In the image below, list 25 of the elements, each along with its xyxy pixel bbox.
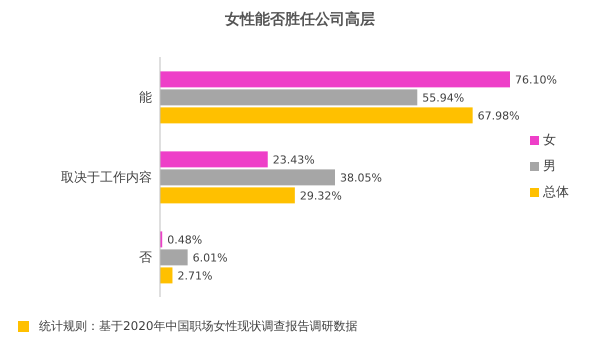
- bar: [160, 169, 335, 186]
- data-label: 0.48%: [167, 233, 202, 246]
- bar: [160, 71, 510, 88]
- bar: [160, 89, 418, 106]
- legend-label: 总体: [543, 185, 569, 200]
- bar: [160, 107, 473, 124]
- legend-label: 女: [543, 133, 556, 148]
- y-tick-label: 否: [139, 250, 152, 266]
- bar: [160, 249, 188, 266]
- legend-label: 男: [543, 159, 556, 174]
- bar: [160, 187, 295, 204]
- bar: [160, 267, 172, 284]
- data-label: 67.98%: [478, 109, 520, 122]
- data-label: 29.32%: [300, 189, 342, 202]
- y-tick-label: 取决于工作内容: [61, 170, 152, 186]
- data-label: 76.10%: [515, 73, 557, 86]
- text: 统计规则：基于2020年中国职场女性现状调查报告调研数据: [39, 318, 358, 335]
- chart-title: 女性能否胜任公司高层: [224, 10, 376, 30]
- data-label: 2.71%: [177, 269, 212, 282]
- data-label: 6.01%: [192, 251, 228, 264]
- data-label: 23.43%: [272, 153, 315, 166]
- data-label: 38.05%: [340, 171, 382, 184]
- bar: [160, 151, 268, 168]
- data-label: 55.94%: [422, 91, 464, 104]
- y-tick-label: 能: [139, 90, 152, 106]
